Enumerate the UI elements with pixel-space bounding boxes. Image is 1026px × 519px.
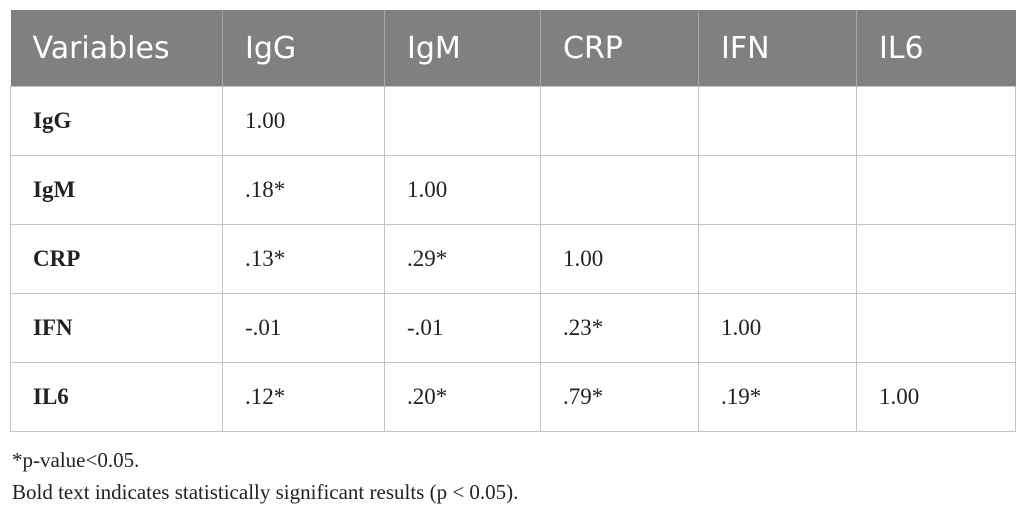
empty-cell bbox=[856, 293, 1016, 363]
table-body: IgG 1.00 IgM .18* 1.00 CRP .13* .29* 1.00 IFN -.01… bbox=[10, 86, 1016, 432]
table-row: CRP .13* .29* 1.00 bbox=[10, 224, 1016, 294]
footnote: Bold text indicates statistically signif… bbox=[12, 480, 519, 504]
empty-cell bbox=[698, 224, 857, 294]
table-row: IgM .18* 1.00 bbox=[10, 155, 1016, 225]
row-label: IgG bbox=[10, 86, 223, 156]
empty-cell bbox=[856, 155, 1016, 225]
table-cell: .20* bbox=[384, 362, 541, 432]
table-cell: .18* bbox=[222, 155, 385, 225]
empty-cell bbox=[540, 86, 699, 156]
header-cell: IgG bbox=[222, 10, 385, 87]
row-label: IFN bbox=[10, 293, 223, 363]
table-row: IFN -.01 -.01.23* 1.00 bbox=[10, 293, 1016, 363]
table-cell: 1.00 bbox=[384, 155, 541, 225]
row-label: CRP bbox=[10, 224, 223, 294]
empty-cell bbox=[384, 86, 541, 156]
empty-cell bbox=[698, 86, 857, 156]
table-cell: 1.00 bbox=[856, 362, 1016, 432]
table-cell: .13* bbox=[222, 224, 385, 294]
footnote: *p-value<0.05. bbox=[12, 448, 140, 472]
table-cell: -.01 bbox=[222, 293, 385, 363]
table-cell: .79* bbox=[540, 362, 699, 432]
table-cell: .29* bbox=[384, 224, 541, 294]
empty-cell bbox=[856, 86, 1016, 156]
table-cell: .23* bbox=[540, 293, 699, 363]
table-row: IL6.12* .20* .79* .19* 1.00 bbox=[10, 362, 1016, 432]
table-cell: 1.00 bbox=[698, 293, 857, 363]
header-cell: CRP bbox=[540, 10, 699, 87]
header-cell: IL6 bbox=[856, 10, 1016, 87]
header-cell: Variables bbox=[10, 10, 223, 87]
row-label: IL6 bbox=[10, 362, 223, 432]
table-cell: 1.00 bbox=[540, 224, 699, 294]
table-row: IgG 1.00 bbox=[10, 86, 1016, 156]
table-cell: .19* bbox=[698, 362, 857, 432]
row-label: IgM bbox=[10, 155, 223, 225]
empty-cell bbox=[540, 155, 699, 225]
table-cell: 1.00 bbox=[222, 86, 385, 156]
header-row: Variables IgG IgM CRP IFN IL6 bbox=[10, 10, 1016, 87]
empty-cell bbox=[856, 224, 1016, 294]
header-cell: IgM bbox=[384, 10, 541, 87]
correlation-table: Variables IgG IgM CRP IFN IL6 IgG 1.00 IgM .18* 1… bbox=[10, 10, 1016, 432]
table-cell: .12* bbox=[222, 362, 385, 432]
table-cell: -.01 bbox=[384, 293, 541, 363]
header-cell: IFN bbox=[698, 10, 857, 87]
empty-cell bbox=[698, 155, 857, 225]
